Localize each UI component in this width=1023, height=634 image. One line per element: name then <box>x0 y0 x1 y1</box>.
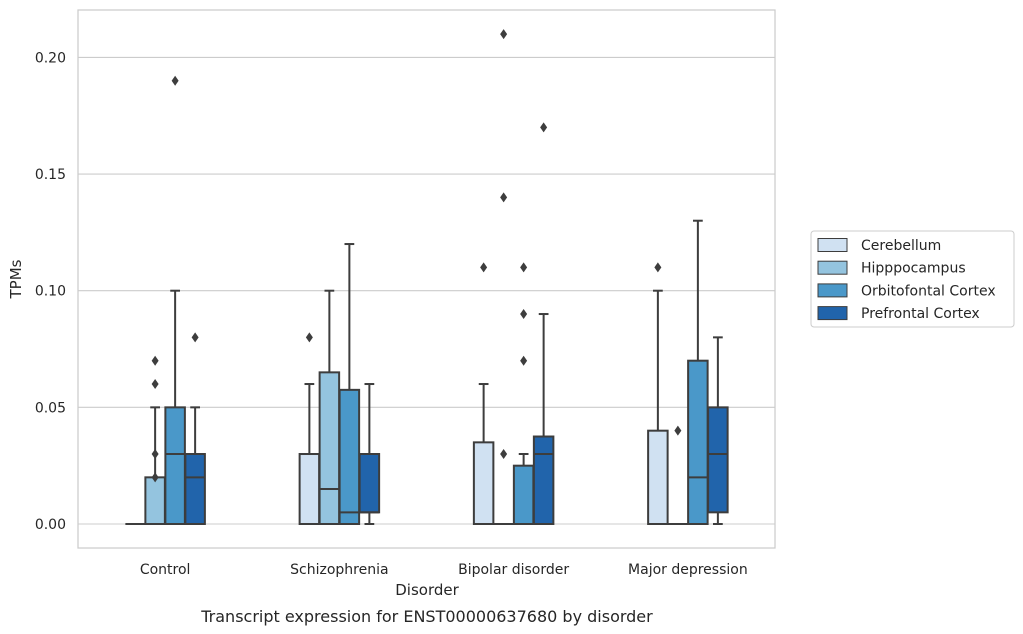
box-body <box>184 453 206 526</box>
y-tick-label: 0.15 <box>35 167 66 183</box>
outlier-point <box>500 192 508 203</box>
x-tick-label: Control <box>140 562 191 578</box>
y-tick-label: 0.20 <box>35 50 66 66</box>
outlier-point <box>540 122 548 133</box>
outlier-point <box>520 262 528 273</box>
plot-frame <box>77 9 776 549</box>
outlier-point <box>480 262 488 273</box>
box-body <box>144 476 166 525</box>
box-group <box>647 262 669 525</box>
box-body <box>318 371 341 526</box>
chart-caption: Transcript expression for ENST0000063768… <box>200 607 653 626</box>
box-group <box>318 289 341 526</box>
y-tick-label: 0.10 <box>35 284 66 300</box>
legend-swatch <box>817 306 848 321</box>
box-group <box>184 332 206 526</box>
boxes-layer <box>125 29 729 526</box>
y-tick-label: 0.00 <box>35 517 66 533</box>
legend-items: Cerebellum Hipppocampus Orbitofontal Corte… <box>817 238 996 322</box>
legend-label: Cerebellum <box>861 238 941 254</box>
box-group <box>532 122 555 526</box>
x-tick-labels: Control Schizophrenia Bipolar disorder Majo… <box>140 562 748 578</box>
legend-frame <box>810 230 1015 328</box>
box-group <box>707 336 729 525</box>
outlier-point <box>151 449 159 460</box>
outlier-point <box>500 449 508 460</box>
legend-label: Hipppocampus <box>861 261 966 277</box>
outlier-point <box>191 332 199 343</box>
box-group <box>472 262 495 525</box>
x-axis-label: Disorder <box>395 581 459 599</box>
box-body <box>707 406 729 514</box>
x-tick-label: Major depression <box>628 562 748 578</box>
box-body <box>687 359 709 525</box>
x-tick-label: Schizophrenia <box>290 562 388 578</box>
outlier-point <box>654 262 662 273</box>
box-group <box>298 332 321 526</box>
legend-swatch <box>817 238 848 252</box>
box-group <box>164 75 186 526</box>
outlier-point <box>151 355 159 366</box>
legend-swatch <box>817 283 848 298</box>
legend-label: Orbitofontal Cortex <box>861 283 996 299</box>
y-tick-label: 0.05 <box>35 400 66 416</box>
box-group <box>144 355 166 525</box>
x-tick-label: Bipolar disorder <box>458 562 569 578</box>
box-body <box>532 435 555 526</box>
outlier-point <box>151 379 159 390</box>
legend: Cerebellum Hipppocampus Orbitofontal Corte… <box>810 230 1015 328</box>
box-body <box>164 406 186 526</box>
outlier-point <box>500 29 508 40</box>
outlier-point <box>520 309 528 320</box>
box-group <box>358 383 381 525</box>
outlier-point <box>151 472 159 483</box>
legend-swatch <box>817 260 848 275</box>
outlier-point <box>674 425 682 436</box>
y-axis-label: TPMs <box>7 259 25 299</box>
outlier-point <box>305 332 313 343</box>
box-body <box>472 441 495 525</box>
legend-label: Prefrontal Cortex <box>861 306 980 322</box>
box-body <box>647 429 669 525</box>
outlier-point <box>171 75 179 86</box>
box-body <box>298 453 321 526</box>
box-body <box>512 464 535 525</box>
box-group <box>668 425 688 525</box>
box-body <box>358 453 381 514</box>
y-tick-labels: 0.00 0.05 0.10 0.15 0.20 <box>35 50 66 533</box>
outlier-point <box>520 355 528 366</box>
box-body <box>338 388 361 526</box>
box-group <box>493 29 514 525</box>
